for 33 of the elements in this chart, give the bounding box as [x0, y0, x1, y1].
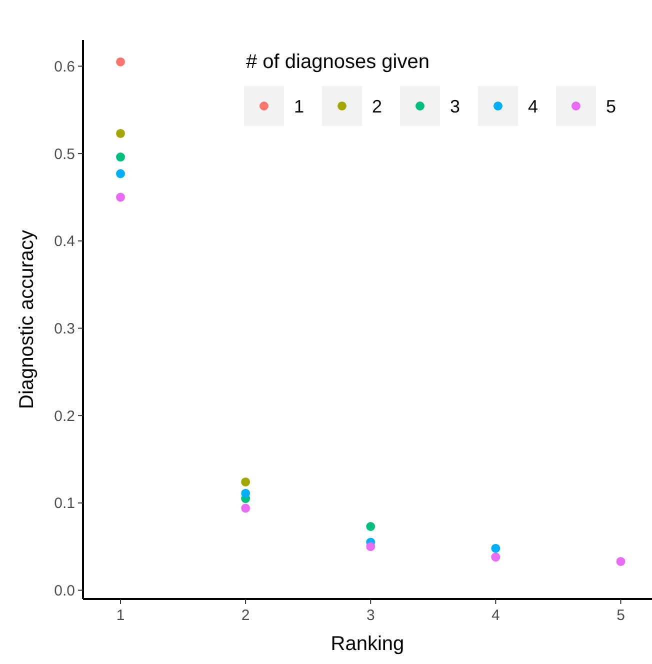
point [116, 128, 126, 138]
point [116, 169, 126, 178]
point [491, 552, 500, 562]
y-axis-title: Diagnostic accuracy [16, 230, 38, 409]
legend-label: 5 [606, 96, 616, 116]
point [491, 544, 500, 553]
legend-title: # of diagnoses given [246, 51, 430, 73]
y-tick-label: 0.5 [54, 146, 75, 163]
y-tick-label: 0.4 [54, 233, 75, 250]
y-tick-label: 0.0 [54, 582, 75, 600]
y-tick-label: 0.3 [54, 320, 75, 338]
legend-label: 2 [372, 96, 382, 116]
x-tick-label: 2 [241, 607, 250, 624]
y-tick-label: 0.1 [54, 495, 75, 512]
x-axis-title: Ranking [330, 633, 404, 655]
point [366, 522, 376, 532]
point [241, 504, 250, 513]
point [616, 556, 626, 566]
legend-label: 4 [528, 96, 538, 116]
point [116, 192, 126, 202]
legend-label: 3 [450, 96, 460, 116]
y-tick-label: 0.6 [54, 58, 75, 76]
x-tick-label: 5 [616, 607, 625, 624]
point [241, 477, 250, 486]
point [116, 152, 126, 162]
point [241, 488, 250, 498]
y-tick-label: 0.2 [54, 408, 75, 425]
x-tick-label: 4 [492, 607, 500, 624]
point [366, 542, 376, 552]
x-tick-label: 3 [366, 607, 375, 624]
x-tick-label: 1 [116, 607, 125, 624]
point [116, 57, 126, 66]
legend-label: 1 [294, 96, 304, 116]
